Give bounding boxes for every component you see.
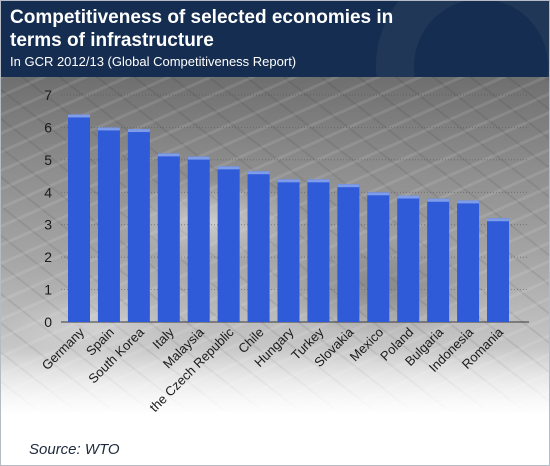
bar [457, 200, 480, 322]
bar [127, 129, 150, 322]
bar-cap [487, 218, 509, 222]
y-tick-label: 6 [44, 119, 52, 135]
bar [97, 127, 120, 322]
y-tick-label: 3 [44, 217, 52, 233]
bar-cap [187, 156, 210, 160]
bar-cap [217, 166, 240, 170]
bar [427, 198, 450, 322]
y-tick-label: 0 [44, 314, 52, 330]
bar [187, 156, 210, 322]
bar-cap [337, 184, 360, 188]
chart-subtitle: In GCR 2012/13 (Global Competitiveness R… [10, 54, 297, 69]
bar-cap [397, 195, 420, 199]
bar-cap [367, 192, 390, 196]
chart-header: Competitiveness of selected economies in… [1, 1, 549, 77]
bar-cap [127, 129, 150, 133]
bar-cap [277, 179, 300, 183]
bar-cap [427, 198, 450, 202]
x-tick-label: Germany [39, 324, 88, 373]
y-tick-label: 2 [44, 249, 52, 265]
bar-cap [97, 127, 120, 131]
bar [217, 166, 240, 322]
bar-cap [247, 171, 270, 175]
bar [487, 218, 509, 322]
y-tick-label: 4 [44, 184, 52, 200]
chart-background-fade [1, 347, 549, 417]
bar [397, 195, 420, 322]
bar-cap [157, 153, 180, 157]
bar [157, 153, 180, 322]
bar-cap [68, 114, 90, 118]
bar [277, 179, 300, 322]
bar [337, 184, 360, 322]
x-tick-label: Mexico [347, 325, 387, 365]
y-tick-label: 7 [44, 87, 52, 103]
source-note: Source: WTO [29, 441, 120, 458]
bar [307, 179, 330, 322]
chart-title: Competitiveness of selected economies in… [10, 7, 394, 51]
bar-cap [457, 200, 480, 204]
bar [247, 171, 270, 322]
bar [367, 192, 390, 322]
bar [68, 114, 90, 322]
y-tick-label: 1 [44, 282, 52, 298]
y-tick-label: 5 [44, 152, 52, 168]
bar-cap [307, 179, 330, 183]
